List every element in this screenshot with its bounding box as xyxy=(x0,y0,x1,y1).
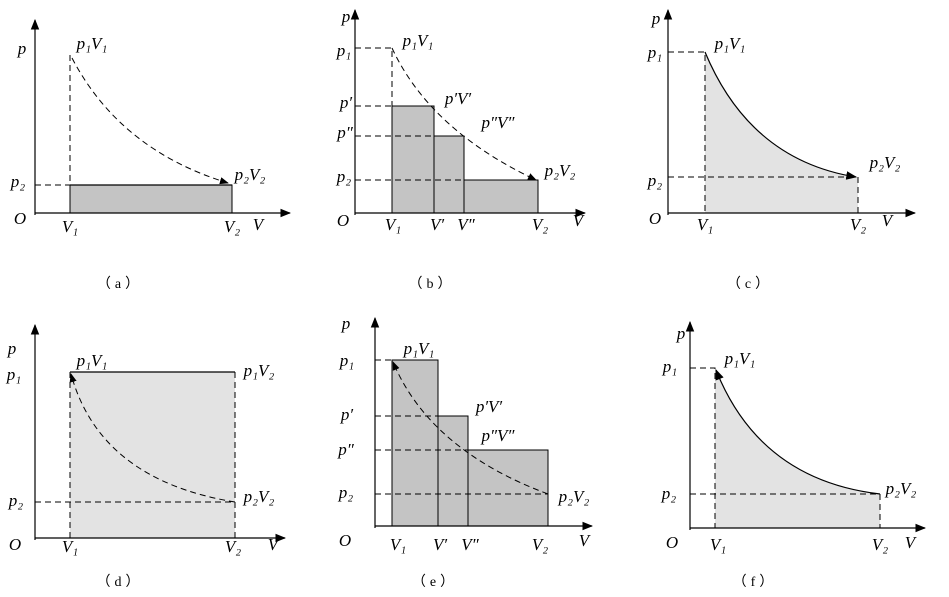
axis-label: V₂ xyxy=(224,217,240,236)
axis-label: p₁ xyxy=(647,43,662,62)
panel-b xyxy=(350,8,587,218)
panel-caption: （b） xyxy=(409,276,456,292)
axis-label: O xyxy=(14,209,26,228)
panel-d xyxy=(30,323,287,543)
axis-label: V₂ xyxy=(872,535,888,554)
axis-label: p₁ xyxy=(662,357,677,376)
axis-label: p₂V₂ xyxy=(869,153,901,172)
axis-label: p₁V₂ xyxy=(243,361,275,380)
axis-label: V′ xyxy=(430,215,444,234)
axis-label: p₁ xyxy=(6,365,21,384)
panel-caption: （f） xyxy=(733,574,778,590)
axis-label: V″ xyxy=(461,535,479,554)
axis-label: p xyxy=(676,324,686,343)
axis-label: p₂ xyxy=(647,171,663,190)
axis-label: p₂ xyxy=(338,483,354,502)
axis-label: V₂ xyxy=(850,215,866,234)
axis-label: p″ xyxy=(337,440,355,459)
axis-label: p xyxy=(341,314,351,333)
axis-label: p₂ xyxy=(10,172,26,191)
axis-label: p₁ xyxy=(339,351,354,370)
axis-label: p₂V₂ xyxy=(885,479,917,498)
axis-label: V xyxy=(268,535,281,554)
axis-label: p₁V₁ xyxy=(402,31,434,50)
axis-label: O xyxy=(666,533,678,552)
axis-label: p₂V₂ xyxy=(243,487,275,506)
axis-label: p₁V₁ xyxy=(76,34,108,53)
panel-a xyxy=(30,18,292,218)
axis-label: p₁V₁ xyxy=(76,351,108,370)
axis-label: V xyxy=(579,531,592,550)
axis-label: V xyxy=(882,211,895,230)
axis-label: O xyxy=(339,531,351,550)
axis-label: O xyxy=(9,535,21,554)
panel-caption: （d） xyxy=(97,574,144,590)
axis-label: O xyxy=(649,209,661,228)
axis-label: p₂ xyxy=(661,484,677,503)
axis-label: O xyxy=(337,211,349,230)
axis-label: V′ xyxy=(433,535,447,554)
axis-label: V xyxy=(253,215,266,234)
axis-label: V₁ xyxy=(710,535,726,554)
panel-e xyxy=(370,316,594,531)
axis-label: V₂ xyxy=(532,215,548,234)
axis-label: p″V″ xyxy=(480,426,515,445)
axis-label: p₂V₂ xyxy=(234,165,266,184)
axis-label: p′ xyxy=(339,93,353,112)
axis-label: p₁V₁ xyxy=(403,339,435,358)
axis-label: V₂ xyxy=(225,537,241,556)
axis-label: V₁ xyxy=(697,215,713,234)
axis-label: V₂ xyxy=(532,535,548,554)
axis-label: p₁ xyxy=(336,41,351,60)
axis-label: V₁ xyxy=(62,537,78,556)
axis-label: V″ xyxy=(457,215,475,234)
axis-label: p xyxy=(341,7,351,26)
axis-label: p″ xyxy=(336,123,354,142)
axis-label: p₂V₂ xyxy=(558,487,590,506)
axis-label: p′ xyxy=(340,405,354,424)
axis-label: p′V′ xyxy=(475,397,503,416)
axis-label: p₁V₁ xyxy=(714,34,746,53)
axis-label: V₁ xyxy=(385,215,401,234)
axis-label: p xyxy=(17,39,27,58)
axis-label: p₁V₁ xyxy=(724,349,756,368)
axis-label: p₂ xyxy=(336,167,352,186)
axis-label: p xyxy=(7,339,17,358)
axis-label: V₁ xyxy=(62,217,78,236)
panel-caption: （a） xyxy=(97,276,143,292)
panel-caption: （e） xyxy=(412,574,458,590)
axis-label: V xyxy=(905,533,918,552)
panel-caption: （c） xyxy=(727,276,773,292)
axis-label: p′V′ xyxy=(444,89,472,108)
axis-label: p″V″ xyxy=(480,113,515,132)
axis-label: p xyxy=(651,9,661,28)
axis-label: p₂V₂ xyxy=(544,161,576,180)
panel-c xyxy=(663,8,917,218)
axis-label: V xyxy=(573,211,586,230)
axis-label: V₁ xyxy=(390,535,406,554)
panel-f xyxy=(685,320,927,533)
axis-label: p₂ xyxy=(8,491,24,510)
